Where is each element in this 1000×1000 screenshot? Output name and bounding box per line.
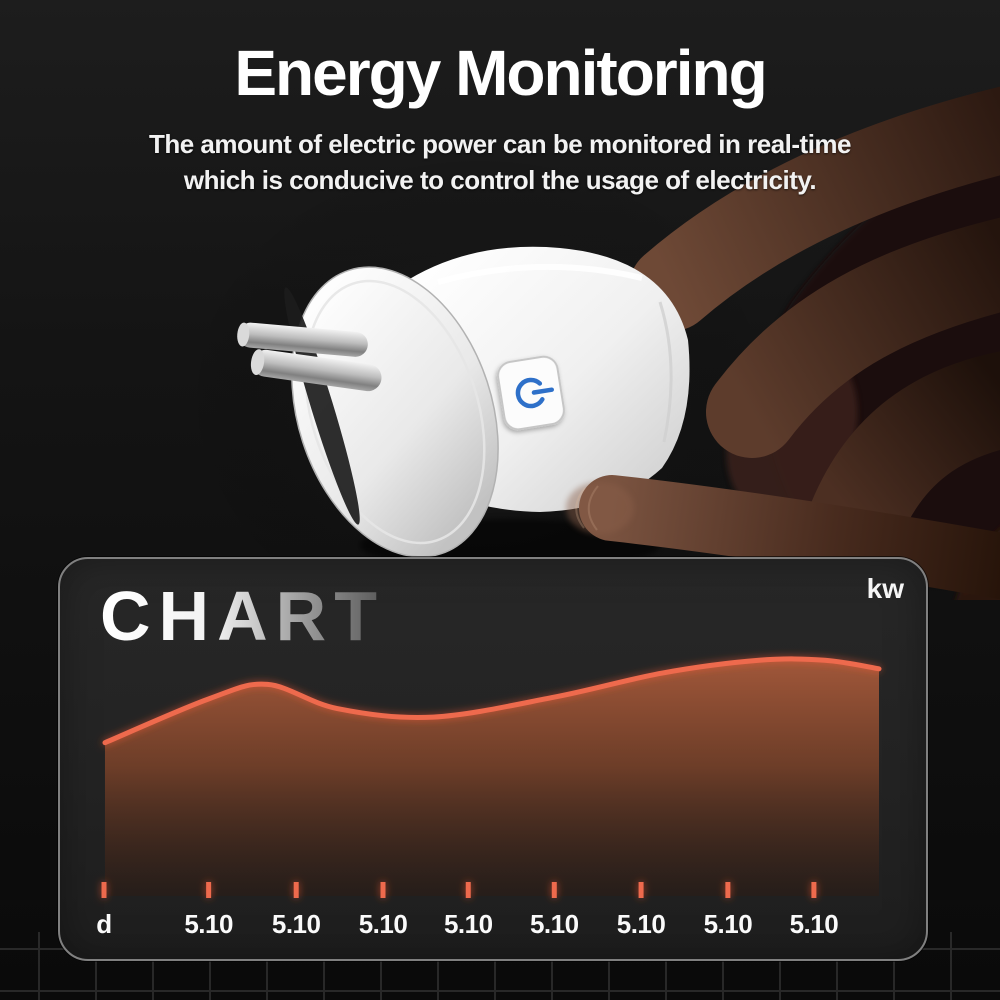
plug-body-ridge <box>437 263 643 285</box>
knuckle <box>726 346 858 518</box>
chart-area-fill <box>105 658 879 896</box>
thumb-tip-highlight <box>566 482 634 534</box>
plug-pin-top <box>237 322 368 357</box>
power-icon <box>515 377 554 409</box>
power-button <box>497 355 565 431</box>
x-axis-label: 5.10 <box>271 909 321 939</box>
x-axis-label: 5.10 <box>184 909 233 939</box>
ring-finger <box>808 351 1000 568</box>
chart-unit-label: kw <box>866 573 904 604</box>
background-glow <box>180 150 780 600</box>
x-axis-label: 5.10 <box>616 909 666 939</box>
x-axis-label: 5.10 <box>703 909 753 939</box>
plug-body-seam <box>658 301 673 443</box>
thumb <box>566 475 1000 600</box>
x-axis-label: 5.10 <box>789 909 839 939</box>
plug-face <box>284 266 499 558</box>
x-axis-label: 5.10 <box>358 909 408 939</box>
x-axis-label: d <box>96 909 112 939</box>
forearm <box>956 529 1000 600</box>
page-title: Energy Monitoring <box>234 37 767 109</box>
chart-title: CHART <box>100 577 385 655</box>
plug-body <box>400 246 690 512</box>
middle-finger <box>706 217 1000 458</box>
energy-chart <box>83 612 882 899</box>
subtitle-line-1: The amount of electric power can be moni… <box>148 129 852 159</box>
chart-panel: CHART kw d 5.10 5.10 5.10 5.10 5.10 5.10 5.10 5.… <box>58 557 928 961</box>
plug-pin-bottom <box>250 349 382 392</box>
x-axis-label: 5.10 <box>529 909 579 939</box>
chart-curve <box>102 656 882 746</box>
page-subtitle: The amount of electric power can be moni… <box>0 126 1000 198</box>
plug-side-notch <box>419 329 455 389</box>
plug-face-slot <box>284 287 360 525</box>
smart-plug-illustration <box>237 246 690 558</box>
x-axis-label: 5.10 <box>443 909 493 939</box>
subtitle-line-2: which is conducive to control the usage … <box>183 165 817 195</box>
